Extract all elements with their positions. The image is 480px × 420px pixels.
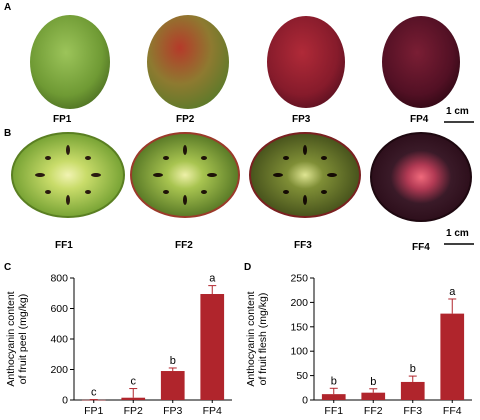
flesh-ytick-label-0: 0 — [302, 395, 308, 407]
flesh-xtick-label-FF2: FF2 — [364, 405, 383, 417]
flesh-sig-FF1: b — [331, 375, 337, 387]
label-ff2: FF2 — [175, 240, 193, 251]
flesh-ytick-label-2: 100 — [290, 346, 308, 358]
seed-ring-ff3 — [273, 145, 337, 205]
flesh-photo-panel: B FF1 FF2 FF3 FF4 1 cm — [0, 128, 480, 260]
flesh-xtick-label-FF1: FF1 — [324, 405, 343, 417]
label-fp2: FP2 — [176, 114, 195, 125]
flesh-sig-FF2: b — [370, 376, 376, 388]
flesh-bar-FF3 — [400, 381, 425, 400]
peel-sig-FP1: c — [91, 387, 97, 399]
panel-letter-c: C — [4, 262, 12, 273]
flesh-ytick-label-5: 250 — [290, 273, 308, 285]
fruit-fp4 — [382, 16, 460, 108]
peel-ytick-label-4: 800 — [50, 273, 68, 285]
fruit-fp3 — [267, 16, 345, 108]
slice-ff1 — [11, 132, 125, 218]
flesh-ylabel-line-0: Anthocyanin content — [245, 291, 257, 386]
flesh-ytick-label-1: 50 — [296, 370, 308, 382]
label-fp3: FP3 — [292, 114, 311, 125]
flesh-xtick-label-FF4: FF4 — [443, 405, 462, 417]
peel-ytick-label-1: 200 — [50, 364, 68, 376]
panel-letter-b: B — [4, 128, 12, 139]
peel-bar-FP2 — [121, 397, 146, 400]
chart-peel: C Anthocyanin content of fruit peel (mg/k… — [0, 260, 240, 420]
label-ff3: FF3 — [294, 240, 312, 251]
flesh-sig-FF3: b — [410, 363, 416, 375]
flesh-bar-FF1 — [321, 394, 346, 400]
panel-letter-d: D — [244, 262, 252, 273]
peel-xtick-label-FP4: FP4 — [203, 405, 222, 417]
label-ff4: FF4 — [412, 242, 430, 253]
slice-ff3 — [249, 132, 361, 218]
peel-bar-FP3 — [160, 371, 185, 400]
slice-ff2 — [130, 132, 240, 218]
peel-photo-panel: A FP1 FP2 FP3 FP4 1 cm — [0, 0, 480, 128]
chart-flesh: D Anthocyanin content of fruit flesh (mg/… — [240, 260, 480, 420]
panel-letter-a: A — [4, 2, 12, 13]
chart-flesh-svg: Anthocyanin content of fruit flesh (mg/kg… — [245, 273, 472, 417]
peel-xtick-label-FP3: FP3 — [163, 405, 182, 417]
peel-ytick-label-0: 0 — [62, 395, 68, 407]
seed-ring-ff1 — [35, 145, 101, 205]
peel-ytick-label-2: 400 — [50, 334, 68, 346]
flesh-ylabel-line-1: of fruit flesh (mg/kg) — [257, 293, 269, 386]
label-fp1: FP1 — [53, 114, 72, 125]
flesh-sig-FF4: a — [449, 286, 456, 298]
flesh-bar-FF4 — [440, 313, 465, 400]
peel-xtick-label-FP1: FP1 — [84, 405, 103, 417]
peel-sig-FP4: a — [209, 273, 216, 285]
fruit-fp2 — [147, 15, 229, 109]
peel-ylabel-line-0: Anthocyanin content — [5, 291, 17, 386]
label-ff1: FF1 — [55, 240, 73, 251]
seed-ring-ff2 — [153, 145, 217, 205]
scale-label-flesh: 1 cm — [446, 228, 469, 239]
peel-ylabel-line-1: of fruit peel (mg/kg) — [17, 294, 29, 384]
chart-peel-svg: Anthocyanin content of fruit peel (mg/kg)… — [5, 273, 232, 417]
flesh-xtick-label-FF3: FF3 — [403, 405, 422, 417]
peel-sig-FP2: c — [131, 376, 137, 388]
slice-ff4 — [370, 132, 472, 222]
flesh-bar-FF2 — [361, 392, 386, 400]
flesh-ytick-label-3: 150 — [290, 321, 308, 333]
label-fp4: FP4 — [410, 114, 429, 125]
scale-label-peel: 1 cm — [446, 106, 469, 117]
peel-bar-FP4 — [200, 294, 225, 400]
fruit-fp1 — [30, 15, 110, 109]
peel-xtick-label-FP2: FP2 — [124, 405, 143, 417]
peel-sig-FP3: b — [170, 355, 176, 367]
peel-ytick-label-3: 600 — [50, 303, 68, 315]
flesh-photo-canvas — [11, 132, 474, 245]
flesh-ytick-label-4: 200 — [290, 297, 308, 309]
peel-photo-canvas — [30, 15, 474, 123]
